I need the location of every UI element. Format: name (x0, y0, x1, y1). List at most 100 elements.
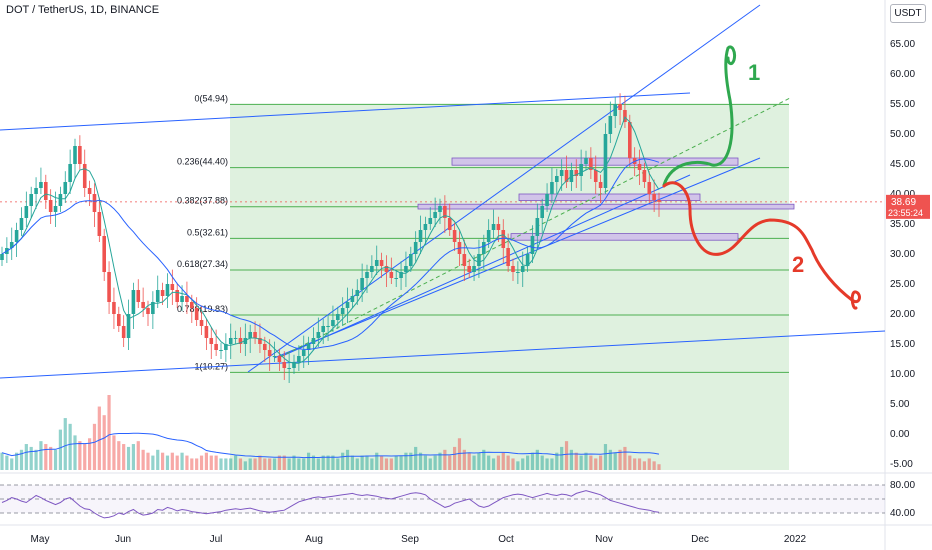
volume-bar (355, 458, 359, 470)
candle-body (24, 206, 29, 218)
rsi-tick-label: 80.00 (890, 480, 915, 491)
volume-bar (336, 458, 340, 470)
volume-bar (258, 455, 262, 470)
candle-body (652, 194, 656, 200)
candle-body (170, 284, 175, 290)
trend-line (273, 157, 761, 359)
candle-body (301, 350, 306, 356)
candle-body (263, 344, 267, 350)
candle-body (516, 272, 520, 273)
volume-bar (175, 455, 179, 470)
volume-bar (282, 455, 286, 470)
candle-body (175, 290, 179, 302)
fib-level-label: 0.786(19.83) (177, 304, 228, 314)
volume-bar (88, 438, 92, 470)
candle-body (404, 266, 408, 272)
candle-body (248, 332, 252, 338)
scenario-1-arrow (662, 45, 736, 187)
candle-body (423, 224, 428, 230)
candle-body (467, 266, 471, 272)
volume-bar (511, 458, 515, 470)
volume-bar (161, 452, 165, 470)
candle-body (204, 326, 209, 338)
candle-body (637, 164, 642, 170)
price-tick-label: 20.00 (890, 309, 915, 320)
time-tick-label: Aug (305, 534, 323, 545)
price-tick-label: 0.00 (890, 429, 910, 440)
volume-bar (73, 435, 77, 470)
volume-bar (496, 455, 500, 470)
volume-bar (414, 446, 418, 470)
volume-bar (307, 452, 311, 470)
price-tick-label: 65.00 (890, 39, 915, 50)
trend-line (0, 92, 691, 131)
volume-bar (608, 449, 612, 470)
candle-body (58, 194, 63, 206)
candle-body (584, 158, 588, 164)
candle-body (642, 170, 647, 182)
volume-bar (190, 458, 194, 470)
candle-body (413, 242, 418, 254)
volume-bar (238, 458, 243, 470)
candle-body (603, 134, 608, 188)
volume-bar (0, 452, 4, 470)
candle-body (340, 308, 345, 314)
volume-bar (457, 438, 462, 470)
time-tick-label: May (31, 534, 50, 545)
candle-body (287, 368, 291, 369)
candle-body (618, 104, 622, 110)
volume-bar (234, 455, 238, 470)
candle-body (355, 290, 360, 296)
candle-body (209, 338, 214, 344)
volume-bar (180, 452, 184, 470)
volume-bar (428, 458, 432, 470)
candle-body (19, 218, 24, 230)
volume-bar (92, 423, 97, 470)
volume-bar (243, 461, 247, 470)
volume-bar (555, 452, 559, 470)
volume-bar (472, 455, 476, 470)
volume-bar (204, 452, 208, 470)
trend-line (0, 330, 886, 379)
volume-bar (389, 458, 393, 470)
candle-body (336, 314, 340, 320)
candle-body (228, 338, 233, 344)
candle-body (384, 266, 389, 272)
candle-body (394, 278, 398, 279)
volume-ma-line (1, 432, 660, 459)
volume-bar (10, 458, 14, 470)
volume-bar (311, 455, 316, 470)
volume-bar (633, 458, 637, 470)
volume-bar (443, 449, 447, 470)
candle-body (418, 230, 423, 242)
currency-badge[interactable]: USDT (890, 4, 926, 23)
volume-bar (136, 441, 140, 470)
volume-bar (214, 455, 218, 470)
candle-body (0, 254, 4, 260)
candle-body (433, 212, 437, 218)
volume-bar (58, 429, 62, 470)
price-tick-label: 50.00 (890, 129, 915, 140)
volume-bar (380, 455, 384, 470)
candle-body (438, 206, 442, 212)
candle-body (199, 320, 204, 326)
volume-bar (540, 455, 544, 470)
volume-bar (68, 423, 72, 470)
rsi-tick-label: 40.00 (890, 508, 915, 519)
fib-level-label: 0.236(44.40) (177, 157, 228, 167)
volume-bar (248, 458, 252, 470)
candle-body (472, 266, 476, 272)
volume-bar (78, 441, 82, 470)
volume-bar (526, 455, 530, 470)
candle-body (550, 182, 554, 194)
volume-bar (156, 449, 160, 470)
volume-bar (394, 455, 398, 470)
candle-body (525, 254, 530, 266)
volume-bar (370, 458, 374, 470)
volume-bar (83, 444, 87, 470)
candle-body (146, 308, 150, 314)
support-zone (451, 157, 739, 166)
candle-body (379, 260, 384, 266)
candle-body (574, 170, 579, 176)
